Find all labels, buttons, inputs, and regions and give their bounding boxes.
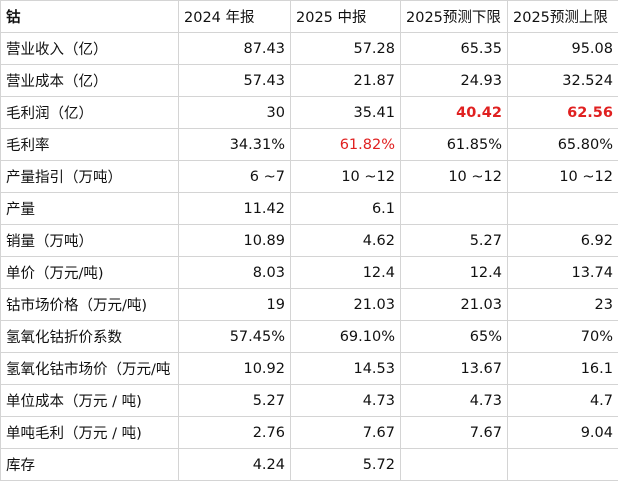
table-cell [400,192,508,225]
row-label: 钴市场价格（万元/吨) [0,288,179,321]
row-label: 库存 [0,448,179,481]
table-cell: 21.03 [290,288,401,321]
table-cell: 10 ~12 [507,160,618,193]
table-row: 毛利润（亿） 30 35.41 40.42 62.56 [0,96,618,129]
table-cell: 4.24 [178,448,291,481]
table-row: 销量（万吨） 10.89 4.62 5.27 6.92 [0,224,618,257]
row-label: 营业成本（亿） [0,64,179,97]
table-body: 钴 2024 年报 2025 中报 2025预测下限 2025预测上限 营业收入（亿） 87… [0,0,618,481]
table-cell: 21.03 [400,288,508,321]
table-cell: 4.62 [290,224,401,257]
table-cell: 65% [400,320,508,353]
table-cell: 87.43 [178,32,291,65]
table-row: 营业收入（亿） 87.43 57.28 65.35 95.08 [0,32,618,65]
table-cell: 5.72 [290,448,401,481]
table-cell: 57.43 [178,64,291,97]
table-cell: 10.92 [178,352,291,385]
table-cell: 61.82% [290,128,401,161]
table-row: 库存 4.24 5.72 [0,448,618,481]
table-cell: 12.4 [400,256,508,289]
row-label: 营业收入（亿） [0,32,179,65]
table-cell: 35.41 [290,96,401,129]
row-label: 单价（万元/吨) [0,256,179,289]
table-cell: 13.74 [507,256,618,289]
table-cell: 5.27 [400,224,508,257]
table-cell: 8.03 [178,256,291,289]
table-cell: 10.89 [178,224,291,257]
header-cell: 2025预测下限 [400,0,508,33]
table-cell: 30 [178,96,291,129]
header-cell: 2024 年报 [178,0,291,33]
table-cell: 13.67 [400,352,508,385]
table-cell: 57.45% [178,320,291,353]
table-cell [507,448,618,481]
table-cell: 9.04 [507,416,618,449]
table-row: 氢氧化钴市场价（万元/吨 10.92 14.53 13.67 16.1 [0,352,618,385]
row-label: 氢氧化钴市场价（万元/吨 [0,352,179,385]
table-cell: 6.1 [290,192,401,225]
row-label: 毛利润（亿） [0,96,179,129]
table-cell [507,192,618,225]
table-cell: 4.7 [507,384,618,417]
table-row: 氢氧化钴折价系数 57.45% 69.10% 65% 70% [0,320,618,353]
row-label: 产量指引（万吨） [0,160,179,193]
table-cell: 61.85% [400,128,508,161]
header-row: 钴 2024 年报 2025 中报 2025预测下限 2025预测上限 [0,0,618,33]
table-cell: 6.92 [507,224,618,257]
table-cell: 32.524 [507,64,618,97]
table-row: 营业成本（亿） 57.43 21.87 24.93 32.524 [0,64,618,97]
table-cell: 62.56 [507,96,618,129]
data-table: 钴 2024 年报 2025 中报 2025预测下限 2025预测上限 营业收入（亿） 87… [0,0,618,481]
table-cell: 65.80% [507,128,618,161]
table-cell [400,448,508,481]
table-cell: 2.76 [178,416,291,449]
table-cell: 23 [507,288,618,321]
table-cell: 57.28 [290,32,401,65]
table-cell: 21.87 [290,64,401,97]
table-row: 产量指引（万吨） 6 ~7 10 ~12 10 ~12 10 ~12 [0,160,618,193]
table-cell: 24.93 [400,64,508,97]
table-row: 单位成本（万元 / 吨) 5.27 4.73 4.73 4.7 [0,384,618,417]
header-cell: 钴 [0,0,179,33]
table-row: 单价（万元/吨) 8.03 12.4 12.4 13.74 [0,256,618,289]
table-cell: 16.1 [507,352,618,385]
table-cell: 10 ~12 [400,160,508,193]
table-cell: 11.42 [178,192,291,225]
row-label: 产量 [0,192,179,225]
table-cell: 70% [507,320,618,353]
table-cell: 10 ~12 [290,160,401,193]
table-cell: 65.35 [400,32,508,65]
row-label: 销量（万吨） [0,224,179,257]
table-cell: 7.67 [400,416,508,449]
table-row: 钴市场价格（万元/吨) 19 21.03 21.03 23 [0,288,618,321]
table-cell: 95.08 [507,32,618,65]
table-row: 单吨毛利（万元 / 吨) 2.76 7.67 7.67 9.04 [0,416,618,449]
row-label: 氢氧化钴折价系数 [0,320,179,353]
table-cell: 34.31% [178,128,291,161]
table-cell: 69.10% [290,320,401,353]
table-cell: 7.67 [290,416,401,449]
header-cell: 2025预测上限 [507,0,618,33]
table-cell: 40.42 [400,96,508,129]
table-cell: 6 ~7 [178,160,291,193]
table-cell: 4.73 [290,384,401,417]
table-cell: 4.73 [400,384,508,417]
table-cell: 5.27 [178,384,291,417]
table-cell: 14.53 [290,352,401,385]
row-label: 单位成本（万元 / 吨) [0,384,179,417]
table-row: 产量 11.42 6.1 [0,192,618,225]
header-cell: 2025 中报 [290,0,401,33]
table-cell: 12.4 [290,256,401,289]
table-row: 毛利率 34.31% 61.82% 61.85% 65.80% [0,128,618,161]
row-label: 毛利率 [0,128,179,161]
row-label: 单吨毛利（万元 / 吨) [0,416,179,449]
table-cell: 19 [178,288,291,321]
